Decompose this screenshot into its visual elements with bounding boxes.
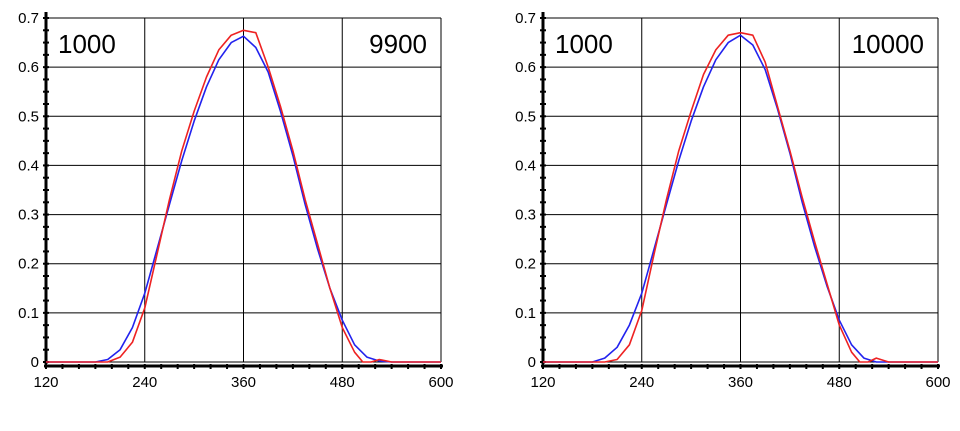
y-tick-label: 0.3 [515, 207, 536, 224]
y-tick-label: 0 [31, 354, 39, 371]
y-tick-label: 0.4 [515, 157, 536, 174]
y-tick-label: 0.7 [515, 10, 536, 27]
x-tick-label: 360 [728, 374, 753, 391]
y-tick-label: 0.3 [18, 207, 39, 224]
x-tick-label: 600 [925, 374, 950, 391]
chart-panel-2: 0 0.1 0.2 0.3 0.4 0.5 0.6 0.7 120 240 360 480 600 100… [515, 10, 950, 391]
series-line-1 [46, 35, 441, 363]
y-tick-label: 0.1 [515, 305, 536, 322]
chart-panel-1: 0 0.1 0.2 0.3 0.4 0.5 0.6 0.7 120 240 360 480 600 100… [18, 10, 453, 391]
y-tick-label: 0.4 [18, 157, 39, 174]
x-tick-label: 120 [33, 374, 58, 391]
x-tick-label: 360 [231, 374, 256, 391]
x-tick-label: 240 [132, 374, 157, 391]
y-tick-label: 0.5 [18, 108, 39, 125]
series-line-2 [46, 29, 441, 363]
y-tick-label: 0.7 [18, 10, 39, 27]
x-tick-label: 120 [530, 374, 555, 391]
x-tick-label: 600 [428, 374, 453, 391]
annotation-right: 10000 [852, 29, 924, 59]
y-tick-label: 0.2 [515, 256, 536, 273]
series-line-2 [543, 31, 938, 363]
y-tick-label: 0.5 [515, 108, 536, 125]
x-tick-label: 480 [827, 374, 852, 391]
x-tick-label: 240 [629, 374, 654, 391]
y-tick-label: 0.6 [18, 59, 39, 76]
annotation-left: 1000 [555, 29, 613, 59]
y-tick-label: 0.6 [515, 59, 536, 76]
annotation-right: 9900 [369, 29, 427, 59]
series-line-1 [543, 34, 938, 363]
y-tick-label: 0.2 [18, 256, 39, 273]
y-tick-label: 0.1 [18, 305, 39, 322]
y-tick-label: 0 [528, 354, 536, 371]
x-tick-label: 480 [330, 374, 355, 391]
annotation-left: 1000 [58, 29, 116, 59]
